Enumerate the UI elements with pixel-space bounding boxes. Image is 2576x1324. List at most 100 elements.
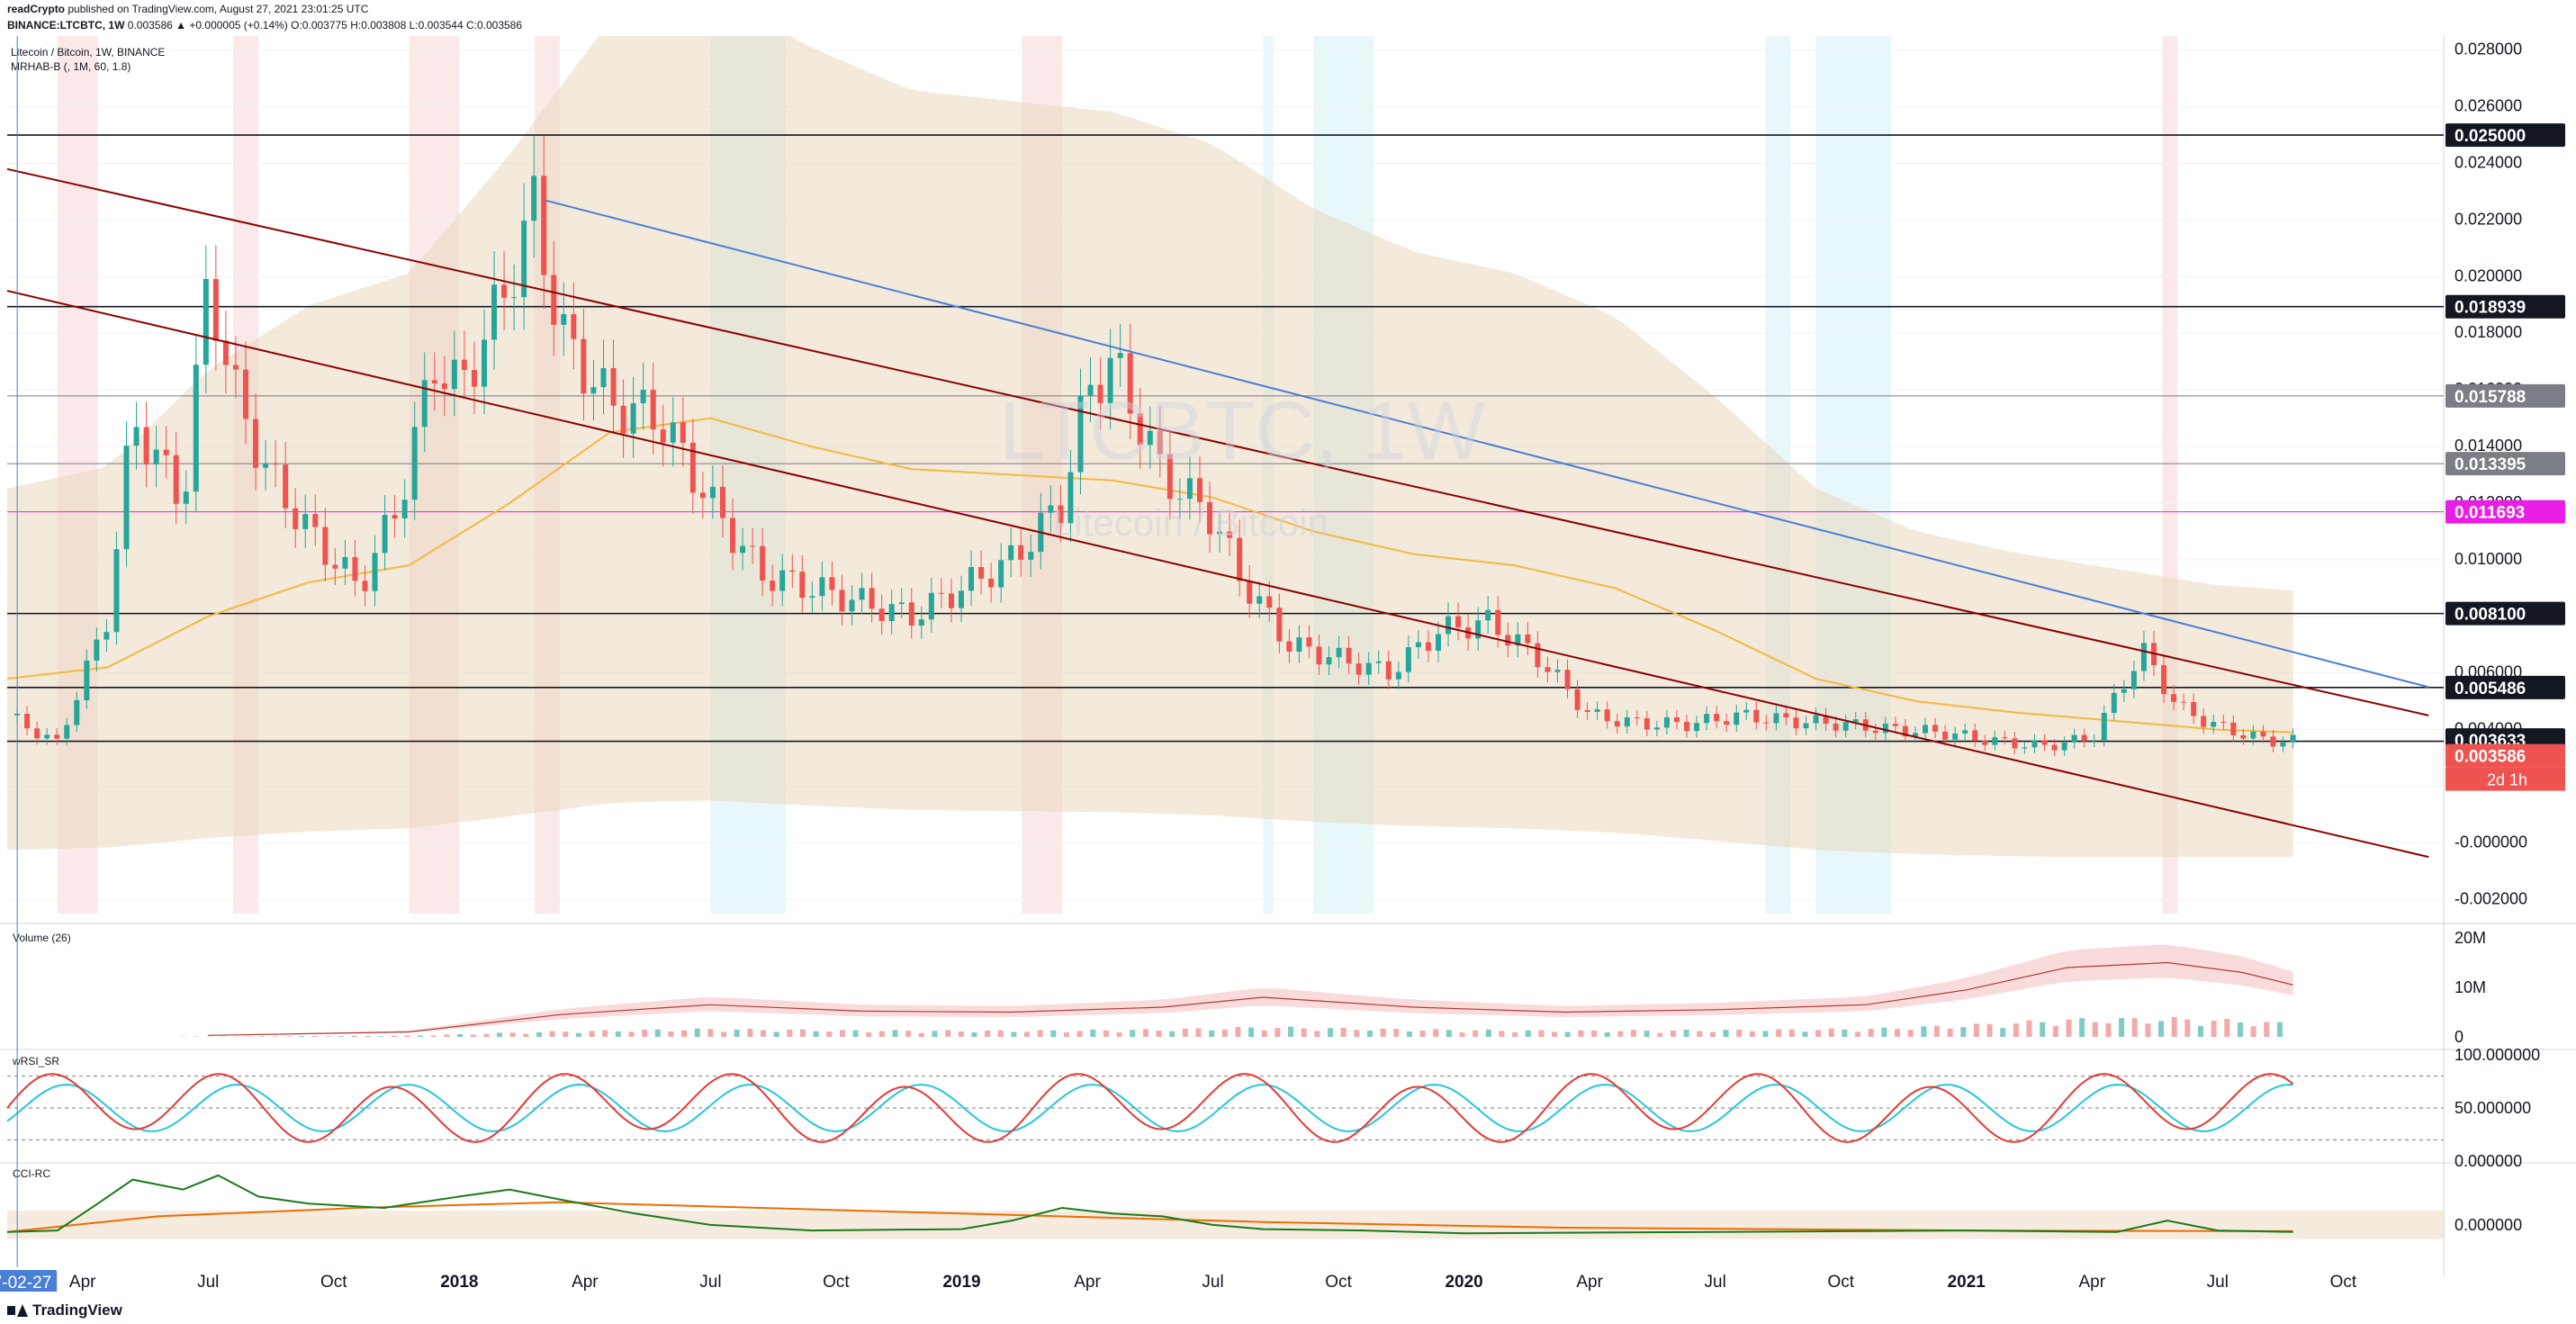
- price-label-box: [2445, 675, 2565, 699]
- candle-body: [2061, 742, 2067, 751]
- volume-bar: [1630, 1030, 1636, 1037]
- price-axis-tick: 0.020000: [2454, 266, 2522, 284]
- candle-body: [779, 570, 786, 591]
- price-axis-tick: 0.026000: [2454, 97, 2522, 115]
- candle-body: [1634, 717, 1640, 719]
- tradingview-logo[interactable]: TradingView: [7, 1301, 122, 1319]
- price-axis-tick: 0.018000: [2454, 323, 2522, 341]
- candle-body: [1614, 721, 1620, 727]
- candle-body: [1147, 430, 1153, 446]
- price-axis-tick: 0.024000: [2454, 154, 2522, 172]
- candle-body: [1415, 642, 1421, 648]
- candle-body: [232, 365, 239, 370]
- candle-body: [1535, 643, 1541, 668]
- volume-bar: [1116, 1032, 1122, 1037]
- price-label-text: 0.018939: [2454, 299, 2526, 318]
- candle-body: [1276, 608, 1283, 642]
- volume-bar: [1169, 1031, 1175, 1037]
- candle-body: [2002, 737, 2008, 739]
- candle-body: [2161, 665, 2167, 695]
- volume-bar: [1301, 1028, 1307, 1037]
- volume-bar: [549, 1031, 555, 1037]
- volume-bar: [1709, 1031, 1716, 1037]
- volume-bar: [1933, 1025, 1940, 1037]
- candle-body: [372, 553, 378, 591]
- volume-bar: [1762, 1031, 1769, 1037]
- candle-body: [918, 619, 924, 626]
- candle-body: [1137, 413, 1143, 446]
- time-axis-tick: Oct: [1325, 1273, 1352, 1292]
- candle-body: [1186, 478, 1193, 500]
- candle-body: [1087, 384, 1094, 396]
- symbol-line: BINANCE:LTCBTC, 1W: [7, 19, 125, 32]
- candle-body: [670, 422, 676, 443]
- volume-bar: [734, 1029, 740, 1037]
- volume-bar: [1776, 1029, 1782, 1037]
- candle-body: [461, 359, 467, 371]
- volume-bar: [483, 1033, 490, 1037]
- volume-bar: [1340, 1027, 1347, 1037]
- volume-bar: [1076, 1031, 1083, 1037]
- volume-bar: [1156, 1030, 1162, 1037]
- volume-bar: [285, 1036, 292, 1037]
- candle-body: [1385, 661, 1392, 680]
- chart-svg[interactable]: 0.028000 0.026000 0.024000 0.022000 0.020000…: [0, 0, 2576, 1295]
- volume-bar: [378, 1036, 384, 1037]
- watermark-name: Litecoin / Bitcoin: [1053, 501, 1329, 544]
- chart-area[interactable]: 0.028000 0.026000 0.024000 0.022000 0.020000…: [0, 0, 2576, 1295]
- candle-body: [1495, 609, 1501, 635]
- candle-body: [1435, 634, 1441, 652]
- candle-body: [1097, 384, 1103, 403]
- candle-body: [878, 608, 885, 622]
- candle-body: [322, 527, 329, 565]
- candle-body: [401, 500, 408, 519]
- candle-body: [1753, 709, 1760, 723]
- candle-body: [551, 275, 557, 325]
- candle-body: [740, 545, 746, 554]
- candle-body: [212, 278, 219, 341]
- candle-body: [64, 725, 70, 739]
- candle-body: [2130, 671, 2137, 689]
- candle-body: [719, 486, 725, 518]
- candle-body: [1545, 667, 1551, 672]
- volume-bar: [325, 1036, 331, 1037]
- volume-bar: [1050, 1030, 1057, 1037]
- candle-body: [2211, 722, 2217, 727]
- cci-axis-tick: 0.000000: [2454, 1216, 2522, 1234]
- candle-body: [839, 590, 845, 612]
- volume-bar: [1591, 1030, 1598, 1037]
- moving-average-line: [6, 417, 2293, 734]
- candle-body: [541, 176, 547, 275]
- time-axis-tick: 2020: [1445, 1273, 1482, 1292]
- candle-body: [1644, 718, 1650, 730]
- time-axis-tick: 2018: [440, 1273, 478, 1292]
- volume-bar: [1552, 1031, 1558, 1037]
- candle-body: [1505, 635, 1511, 646]
- time-axis-tick: Oct: [2330, 1273, 2357, 1292]
- candle-body: [1286, 641, 1293, 653]
- price-axis-tick: 0.028000: [2454, 41, 2522, 59]
- candle-body: [104, 632, 110, 640]
- volume-bar: [1907, 1030, 1914, 1037]
- candle-body: [978, 567, 985, 579]
- time-axis-tick: Jul: [1705, 1273, 1726, 1292]
- volume-bar: [444, 1034, 450, 1037]
- publish-info: readCrypto published on TradingView.com,…: [7, 3, 368, 15]
- candle-body: [799, 572, 806, 599]
- candle-body: [2220, 722, 2227, 724]
- volume-bar: [2264, 1022, 2270, 1037]
- tradingview-brand: TradingView: [32, 1301, 122, 1319]
- candle-body: [1405, 647, 1411, 672]
- candle-body: [1425, 642, 1431, 652]
- price-label-text: 0.005486: [2454, 680, 2526, 698]
- candle-body: [1018, 545, 1024, 560]
- candle-body: [1663, 717, 1670, 728]
- volume-bar: [1881, 1027, 1887, 1037]
- volume-bar: [1473, 1030, 1479, 1037]
- cci-main-line: [6, 1174, 2293, 1235]
- candle-body: [1336, 647, 1342, 658]
- publisher-name[interactable]: readCrypto: [7, 3, 66, 15]
- volume-bar: [1697, 1031, 1703, 1037]
- candle-body: [392, 515, 398, 519]
- volume-bar: [2066, 1019, 2072, 1037]
